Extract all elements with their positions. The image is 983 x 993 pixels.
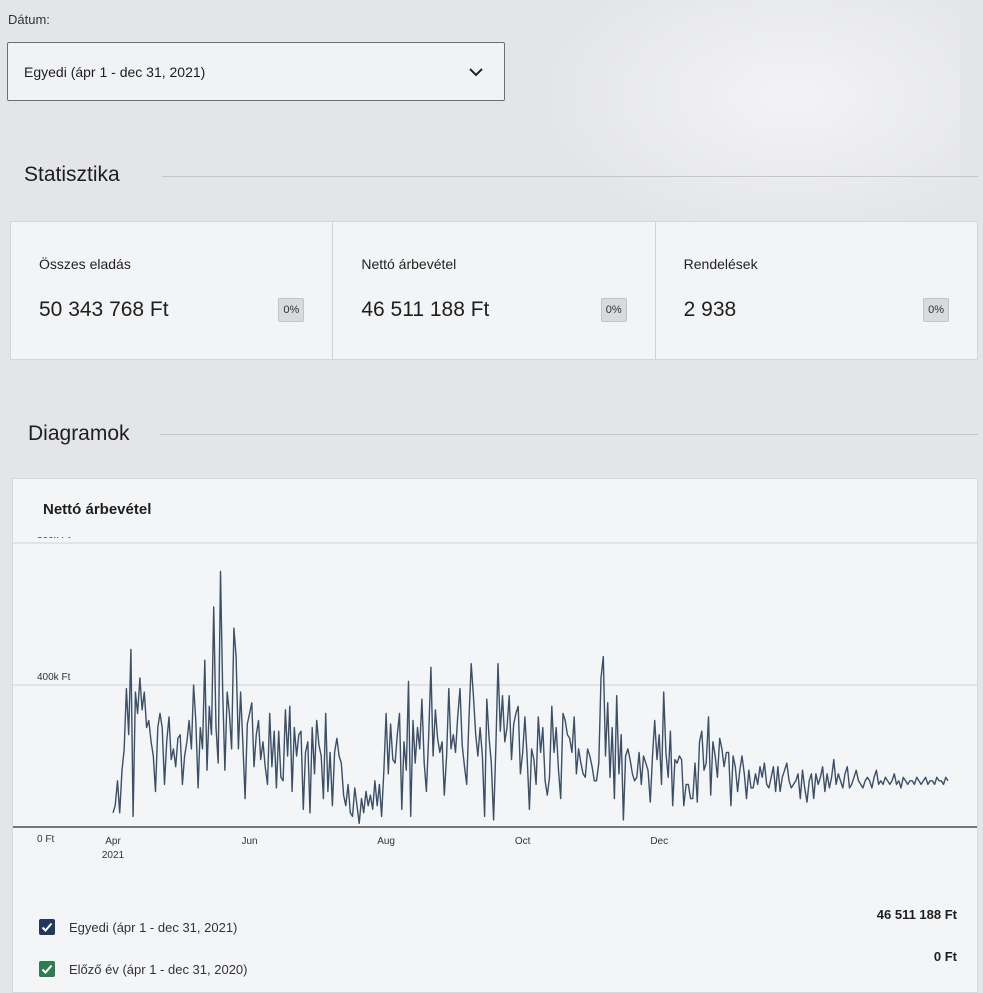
stats-panel: Összes eladás 50 343 768 Ft 0% Nettó árb… <box>10 221 978 360</box>
date-range-value: Egyedi (ápr 1 - dec 31, 2021) <box>24 63 206 80</box>
chevron-down-icon <box>469 67 483 76</box>
stats-section-title: Statisztika <box>24 163 120 186</box>
stat-card-orders: Rendelések 2 938 0% <box>656 222 977 359</box>
checkbox-checked-icon[interactable] <box>39 919 55 935</box>
stat-value: 46 511 188 Ft <box>361 298 490 321</box>
stat-label: Nettó árbevétel <box>361 256 457 272</box>
net-revenue-chart-card: Nettó árbevétel 0 Ft 400k Ft 800k Ft Apr Jun… <box>12 478 978 993</box>
date-range-dropdown[interactable]: Egyedi (ápr 1 - dec 31, 2021) <box>7 42 505 101</box>
x-tick-label: Jun <box>241 836 257 847</box>
charts-section-title: Diagramok <box>28 422 130 445</box>
legend-item-previous[interactable]: Előző év (ápr 1 - dec 31, 2020) <box>39 961 248 977</box>
change-badge: 0% <box>923 298 949 322</box>
legend-total-previous: 0 Ft <box>933 949 957 964</box>
change-badge: 0% <box>600 298 627 322</box>
change-badge: 0% <box>278 298 305 322</box>
x-year-label: 2021 <box>102 850 125 861</box>
section-divider <box>162 176 978 177</box>
net-revenue-line-chart: 0 Ft 400k Ft 800k Ft Apr Jun Aug Oct Dec 2021 <box>13 537 977 861</box>
x-tick-label: Aug <box>377 836 395 847</box>
legend-label: Előző év (ápr 1 - dec 31, 2020) <box>69 961 248 977</box>
stat-card-total-sales: Összes eladás 50 343 768 Ft 0% <box>11 222 334 359</box>
screen-glare <box>540 0 960 240</box>
stat-card-net-revenue: Nettó árbevétel 46 511 188 Ft 0% <box>333 222 656 359</box>
series-line-current <box>112 570 949 825</box>
chart-title: Nettó árbevétel <box>43 501 152 518</box>
date-filter-label: Dátum: <box>8 12 50 27</box>
stat-value: 2 938 <box>683 298 737 321</box>
x-tick-label: Dec <box>650 836 668 847</box>
legend-item-current[interactable]: Egyedi (ápr 1 - dec 31, 2021) <box>39 919 237 935</box>
legend-total-current: 46 511 188 Ft <box>876 907 957 922</box>
stat-label: Rendelések <box>683 256 758 272</box>
section-divider <box>160 434 978 435</box>
stat-label: Összes eladás <box>39 256 131 272</box>
y-tick-label: 800k Ft <box>37 537 71 541</box>
x-tick-label: Apr <box>105 836 121 847</box>
legend-label: Egyedi (ápr 1 - dec 31, 2021) <box>69 919 238 935</box>
y-tick-label: 0 Ft <box>37 834 54 845</box>
checkbox-checked-icon[interactable] <box>39 961 55 977</box>
x-tick-label: Oct <box>515 836 531 847</box>
stat-value: 50 343 768 Ft <box>39 298 169 321</box>
y-tick-label: 400k Ft <box>37 672 71 683</box>
